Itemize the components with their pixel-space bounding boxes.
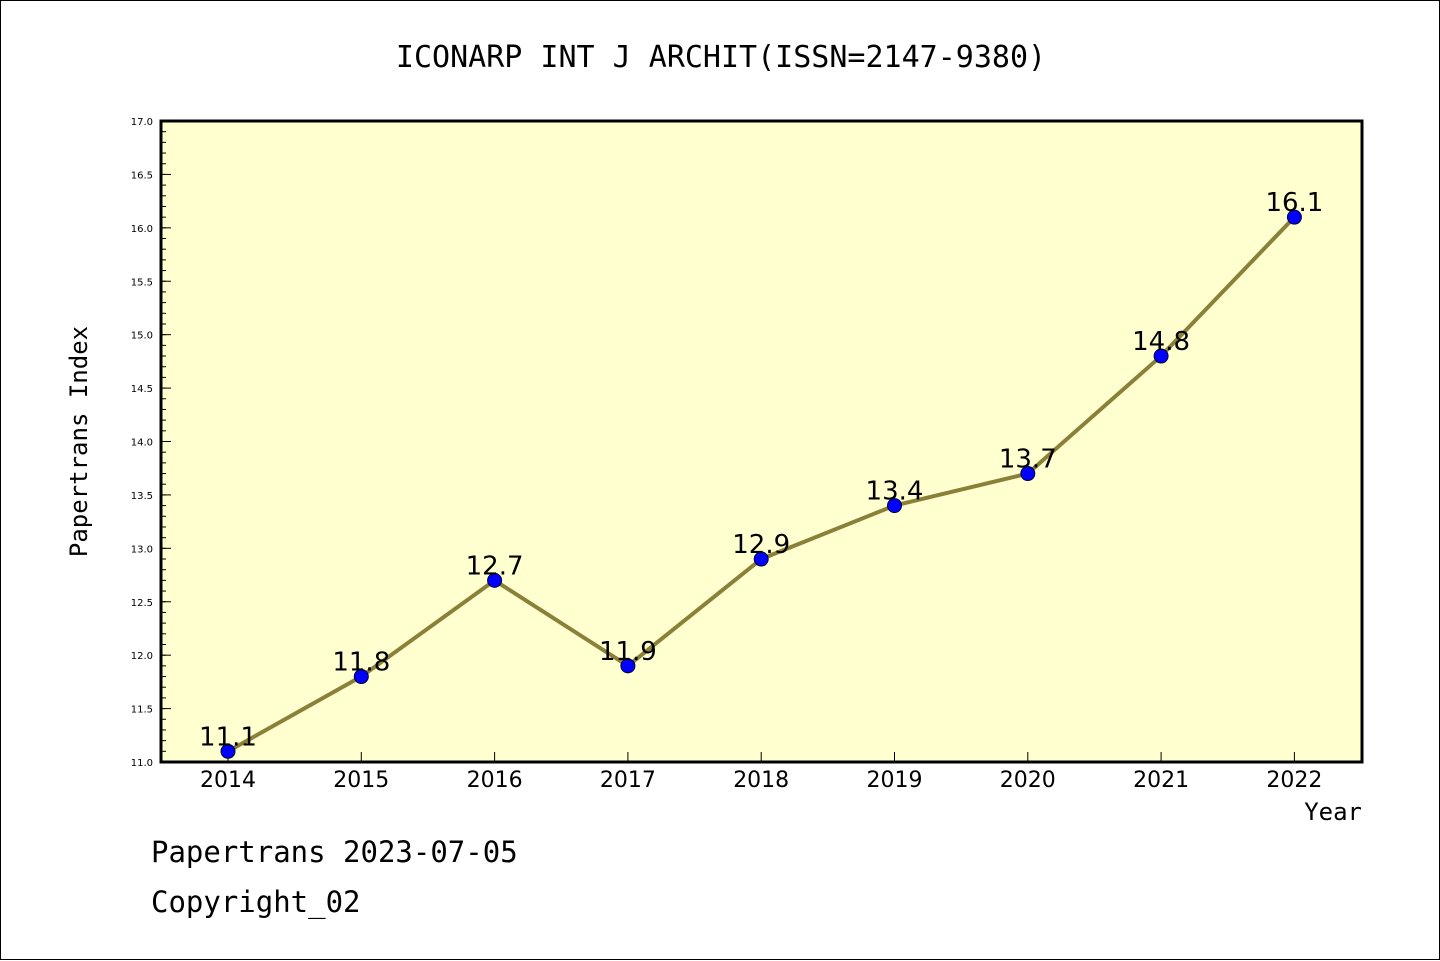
x-tick-label: 2017 <box>600 768 656 793</box>
y-axis-label: Papertrans Index <box>65 326 93 557</box>
data-label: 11.9 <box>599 637 657 667</box>
data-point <box>1153 348 1169 364</box>
x-tick-label: 2018 <box>733 768 789 793</box>
data-label: 11.8 <box>332 648 390 678</box>
footer-copyright: Copyright_02 <box>151 885 361 919</box>
y-tick-label: 13.0 <box>131 544 153 555</box>
y-tick-label: 17.0 <box>131 117 153 128</box>
data-point <box>1020 466 1036 482</box>
y-tick-label: 15.0 <box>131 331 153 342</box>
x-tick-label: 2020 <box>1000 768 1056 793</box>
data-label: 12.9 <box>732 530 790 560</box>
plot-background <box>161 121 1362 762</box>
y-tick-label: 14.0 <box>131 438 153 449</box>
x-tick-label: 2021 <box>1133 768 1189 793</box>
data-point <box>487 572 503 588</box>
y-tick-label: 16.5 <box>131 170 153 181</box>
data-label: 13.7 <box>999 445 1057 475</box>
y-tick-label: 12.0 <box>131 651 153 662</box>
x-tick-label: 2022 <box>1266 768 1322 793</box>
data-point <box>887 498 902 514</box>
data-label: 13.4 <box>866 477 924 507</box>
data-point <box>620 658 636 674</box>
data-point <box>220 743 236 759</box>
x-tick-label: 2016 <box>467 768 523 793</box>
data-label: 12.7 <box>466 551 524 581</box>
y-tick-label: 15.5 <box>131 277 153 288</box>
footer-date: Papertrans 2023-07-05 <box>151 835 518 869</box>
x-axis-label: Year <box>1304 798 1362 826</box>
y-tick-label: 11.5 <box>131 705 153 716</box>
x-tick-label: 2014 <box>200 768 256 793</box>
data-label: 11.1 <box>199 722 257 752</box>
x-tick-label: 2015 <box>333 768 389 793</box>
data-label: 16.1 <box>1265 188 1323 218</box>
data-point <box>353 669 369 685</box>
plot-border <box>159 119 1364 764</box>
chart-title: ICONARP INT J ARCHIT(ISSN=2147-9380) <box>396 40 1046 75</box>
data-point <box>1286 209 1302 225</box>
y-tick-label: 16.0 <box>131 224 153 235</box>
data-point <box>753 551 769 567</box>
y-tick-label: 13.5 <box>131 491 153 502</box>
y-tick-label: 12.5 <box>131 598 153 609</box>
x-tick-label: 2019 <box>867 768 923 793</box>
y-tick-label: 14.5 <box>131 384 153 395</box>
y-tick-label: 11.0 <box>131 758 153 769</box>
data-label: 14.8 <box>1132 327 1190 357</box>
